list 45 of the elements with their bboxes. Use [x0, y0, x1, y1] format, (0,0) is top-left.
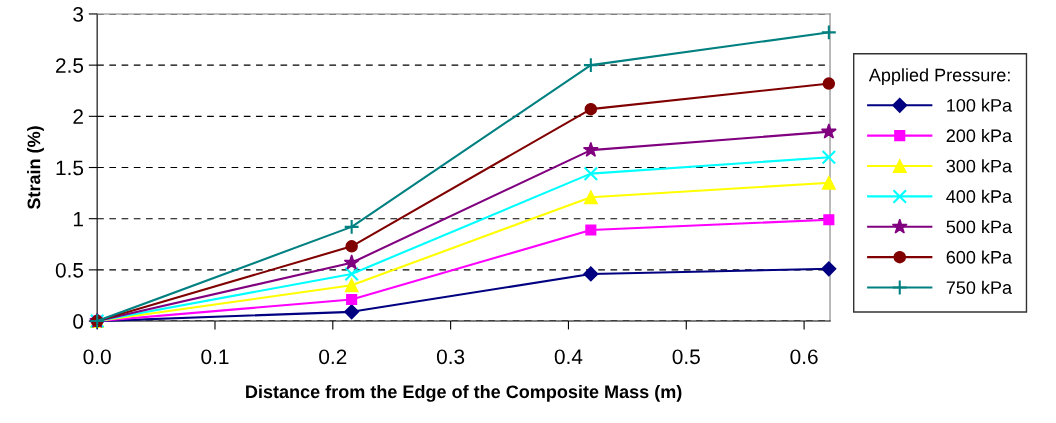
- point: [823, 214, 835, 226]
- y-tick-label: 0: [73, 314, 84, 329]
- point: [584, 102, 598, 116]
- y-axis-title: Strain (%): [27, 126, 44, 210]
- legend-label: 200 kPa: [946, 128, 1013, 143]
- legend-label: 400 kPa: [946, 189, 1013, 203]
- point: [345, 240, 358, 253]
- legend-label: 500 kPa: [946, 220, 1013, 234]
- y-tick-label: 0.5: [55, 262, 84, 278]
- x-tick-label: 0.0: [83, 349, 111, 365]
- y-tick-label: 2: [73, 109, 83, 124]
- point: [585, 224, 597, 236]
- y-tick-label: 1: [73, 211, 83, 227]
- point: [821, 261, 837, 277]
- point: [582, 57, 599, 74]
- legend-title: Applied Pressure:: [868, 68, 1010, 85]
- x-tick-label: 0.1: [201, 349, 229, 365]
- point: [821, 149, 837, 165]
- point: [343, 254, 360, 270]
- x-axis-title: Distance from the Edge of the Composite Mass (m): [246, 384, 682, 402]
- legend-label: 100 kPa: [947, 98, 1013, 112]
- x-tick-label: 0.2: [319, 349, 347, 365]
- point: [820, 24, 837, 41]
- point: [582, 141, 599, 157]
- legend-label: 750 kPa: [946, 280, 1013, 295]
- point: [583, 166, 599, 181]
- x-tick-label: 0.3: [436, 349, 465, 365]
- y-tick-label: 2.5: [56, 58, 84, 73]
- point: [820, 123, 837, 139]
- x-tick-label: 0.4: [554, 349, 583, 365]
- point: [821, 175, 836, 190]
- point: [346, 294, 358, 306]
- point: [343, 218, 360, 235]
- y-tick-label: 1.5: [56, 160, 84, 176]
- point: [822, 77, 836, 90]
- point: [344, 278, 359, 293]
- point: [583, 190, 598, 205]
- legend-label: 300 kPa: [946, 159, 1013, 173]
- x-tick-label: 0.6: [790, 349, 818, 365]
- x-tick-label: 0.5: [672, 349, 700, 365]
- legend-label: 600 kPa: [946, 250, 1013, 264]
- point: [583, 266, 599, 282]
- y-tick-label: 3: [73, 6, 84, 22]
- point: [344, 266, 359, 282]
- point: [344, 304, 360, 320]
